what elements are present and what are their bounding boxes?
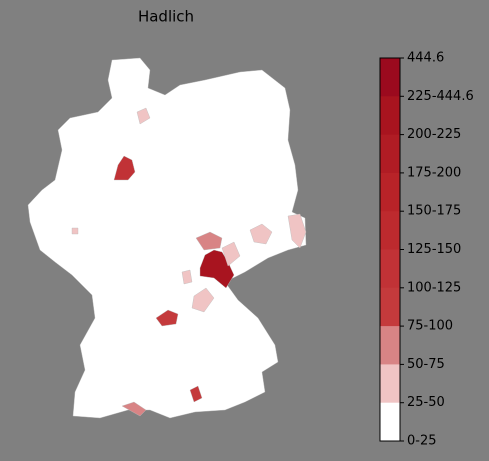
- colorbar-segment: [380, 96, 400, 136]
- colorbar-segment: [380, 134, 400, 174]
- colorbar-segment: [380, 211, 400, 250]
- region: [136, 107, 151, 125]
- colorbar-label: 125-150: [407, 242, 461, 257]
- region: [121, 401, 147, 417]
- region: [189, 385, 203, 403]
- colorbar-label: 150-175: [407, 204, 461, 219]
- colorbar-segment: [380, 249, 400, 289]
- colorbar-label: 444.6: [407, 51, 444, 66]
- colorbar-label: 100-125: [407, 280, 461, 295]
- region: [113, 155, 136, 181]
- colorbar-segment: [380, 364, 400, 404]
- colorbar-label: 0-25: [407, 434, 437, 449]
- region: [195, 231, 223, 251]
- colorbar-label: 75-100: [407, 319, 453, 334]
- map-title: Hadlich: [138, 8, 194, 26]
- germany-map: [27, 57, 307, 419]
- region: [181, 269, 193, 285]
- region: [71, 227, 79, 235]
- colorbar: 444.6 225-444.6 200-225 175-200 150-175 125-1…: [379, 51, 474, 449]
- colorbar-label: 200-225: [407, 127, 461, 142]
- colorbar-label: 25-50: [407, 395, 445, 410]
- region: [191, 287, 215, 313]
- region: [287, 213, 307, 249]
- region: [221, 241, 241, 267]
- region: [199, 249, 235, 289]
- colorbar-label: 225-444.6: [407, 89, 474, 104]
- colorbar-segment: [380, 402, 400, 442]
- colorbar-label: 50-75: [407, 357, 445, 372]
- colorbar-segment: [380, 326, 400, 365]
- colorbar-segment: [380, 172, 400, 212]
- colorbar-segment: [380, 58, 400, 97]
- germany-outline: [27, 57, 307, 419]
- colorbar-segment: [380, 287, 400, 327]
- region: [249, 223, 273, 245]
- region: [155, 309, 179, 327]
- colorbar-label: 175-200: [407, 165, 461, 180]
